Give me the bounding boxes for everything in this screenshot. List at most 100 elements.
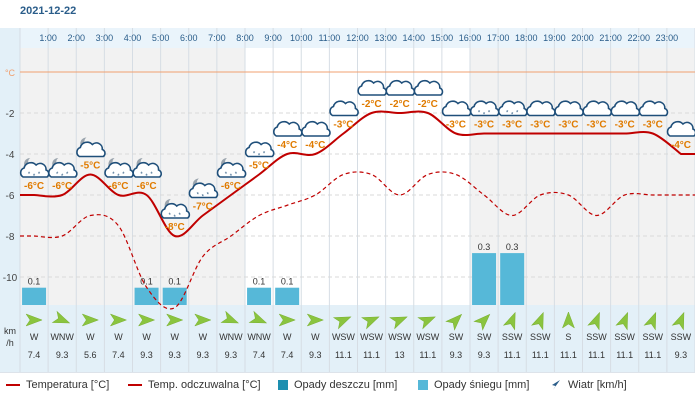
cloud-icon	[301, 120, 331, 137]
cloud-shape	[638, 100, 669, 117]
cloud-icon	[610, 100, 641, 117]
temp-label: -3°C	[587, 120, 607, 131]
wind-arrow-shape	[137, 313, 156, 327]
cloud-shape	[48, 161, 78, 178]
temp-label: -3°C	[474, 120, 494, 131]
legend-rain-label: Opady deszczu [mm]	[294, 379, 398, 391]
wind-speed-label: 9.3	[56, 350, 69, 360]
cloud-shape	[104, 161, 134, 178]
wind-arrow-icon	[587, 311, 600, 331]
y-tick-label: -2	[6, 109, 15, 120]
wind-arrow-icon	[552, 380, 560, 390]
temp-label: -3°C	[530, 120, 550, 131]
wind-speed-label: 11.1	[644, 350, 661, 360]
wind-arrow-shape	[417, 316, 436, 330]
snowflake: *	[488, 111, 491, 117]
legend-temp: Temperatura [°C]	[6, 379, 109, 391]
legend-temp-swatch	[6, 384, 20, 386]
wind-arrow-shape	[445, 313, 463, 331]
wind-arrow-shape	[361, 316, 380, 330]
wind-direction-label: WSW	[360, 332, 383, 342]
wind-arrow-icon	[109, 313, 128, 327]
hour-tick-label: 10:00	[290, 33, 313, 43]
temp-label: -6°C	[137, 181, 157, 192]
snowflake: *	[483, 113, 486, 119]
precip-label: 0.1	[281, 277, 294, 287]
hour-tick-label: 4:00	[124, 33, 142, 43]
hour-tick-label: 21:00	[599, 33, 622, 43]
snowflake: *	[122, 172, 125, 178]
cloud-shape	[244, 141, 275, 158]
wind-arrow-shape	[332, 316, 352, 330]
wind-direction-label: WSW	[416, 332, 439, 342]
wind-arrow-icon	[502, 311, 516, 331]
snowflake: *	[235, 172, 238, 178]
wind-arrow-icon	[220, 310, 240, 324]
wind-speed-label: 5.6	[84, 350, 97, 360]
wind-arrow-icon	[643, 311, 657, 331]
precip-label: 0.1	[253, 277, 266, 287]
cloud-icon	[273, 120, 303, 137]
cloud-shape	[526, 100, 556, 117]
snow-moon-cloud-icon: * * *	[104, 157, 134, 180]
cloud-icon	[554, 100, 584, 117]
wind-arrow-icon	[531, 311, 544, 331]
temp-label: -6°C	[108, 181, 128, 192]
temp-label: -2°C	[390, 99, 410, 110]
wind-arrow-shape	[587, 311, 600, 331]
celsius-unit-label: °C	[5, 68, 16, 78]
wind-speed-label: 9.3	[197, 350, 210, 360]
snowflake: *	[38, 172, 41, 178]
hour-tick-label: 18:00	[515, 33, 538, 43]
cloud-icon	[441, 100, 472, 117]
legend-snow-swatch	[418, 380, 428, 390]
snowflake: *	[202, 195, 205, 201]
precip-bar	[22, 287, 47, 305]
snow-cloud-icon: * * *	[498, 100, 528, 119]
wind-speed-label: 9.3	[675, 350, 688, 360]
wind-arrow-shape	[278, 313, 296, 327]
cloud-shape	[301, 120, 331, 137]
wind-arrow-icon	[81, 313, 100, 327]
temp-label: -6°C	[52, 181, 72, 192]
wind-speed-label: 9.3	[478, 350, 491, 360]
legend-rain-swatch	[278, 380, 288, 390]
snowflake: *	[174, 215, 177, 221]
wind-direction-label: WSW	[332, 332, 355, 342]
wind-arrow-shape	[389, 316, 408, 330]
hour-tick-label: 7:00	[208, 33, 226, 43]
moon-cloud-icon	[76, 136, 106, 158]
wind-arrow-icon	[417, 316, 436, 330]
y-tick-label: -6	[6, 191, 15, 202]
wind-speed-label: 9.3	[450, 350, 463, 360]
y-axis-panel	[0, 28, 20, 372]
temp-label: -4°C	[277, 140, 297, 151]
wind-speed-label: 7.4	[281, 350, 294, 360]
wind-direction-label: SSW	[643, 332, 664, 342]
cloud-shape	[413, 79, 444, 96]
legend-snow-label: Opady śniegu [mm]	[434, 379, 530, 391]
wind-speed-label: 9.3	[225, 350, 238, 360]
snowflake: *	[207, 193, 210, 199]
wind-speed-label: 7.4	[28, 350, 41, 360]
snowflake: *	[117, 174, 120, 180]
hour-tick-label: 17:00	[487, 33, 510, 43]
wind-arrow-shape	[615, 311, 628, 331]
snowflake: *	[61, 174, 64, 180]
snowflake: *	[506, 111, 509, 117]
precip-label: 0.1	[168, 277, 181, 287]
temp-label: -5°C	[80, 161, 100, 172]
wind-arrow-icon	[473, 313, 491, 331]
snowflake: *	[140, 172, 143, 178]
y-tick-label: -8	[6, 232, 15, 243]
wind-direction-label: WNW	[219, 332, 243, 342]
feels-like-series-line	[20, 171, 695, 310]
wind-speed-label: 11.1	[588, 350, 605, 360]
wind-unit-h: /h	[6, 338, 14, 348]
wind-arrow-shape	[306, 313, 325, 327]
wind-direction-label: SW	[449, 332, 464, 342]
wind-arrow-icon	[278, 313, 296, 327]
cloud-shape	[441, 100, 472, 117]
date-title: 2021-12-22	[20, 5, 77, 17]
cloud-icon	[526, 100, 556, 117]
